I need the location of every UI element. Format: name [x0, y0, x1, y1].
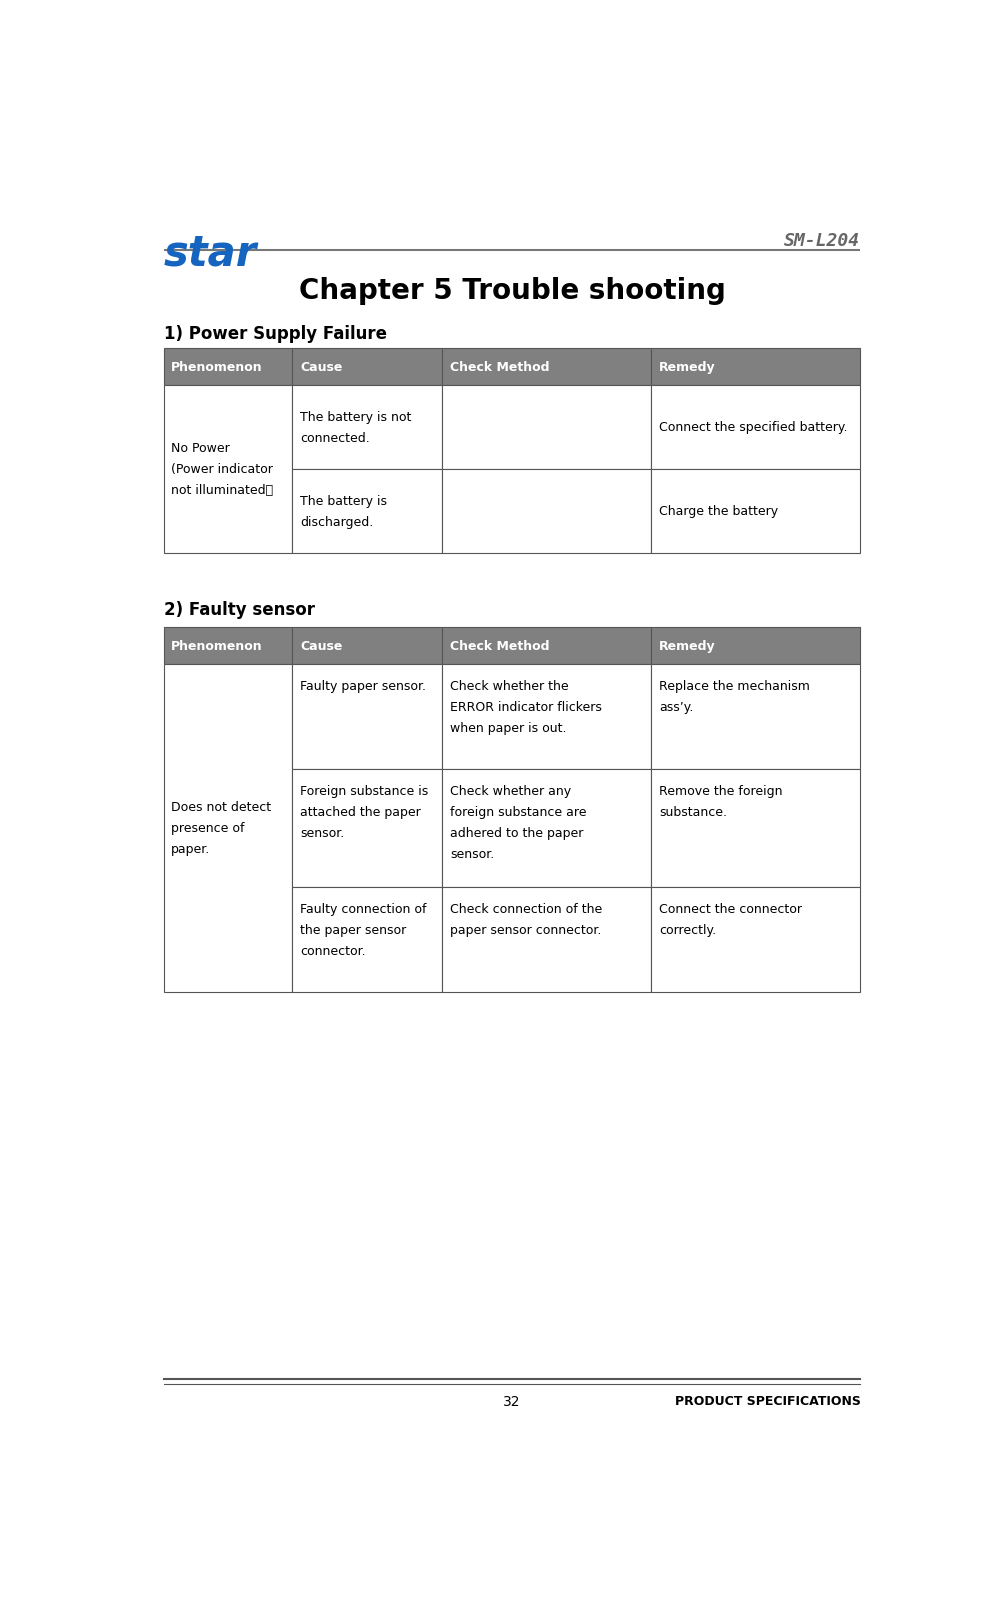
Bar [651, 469, 860, 554]
Bar [293, 888, 443, 992]
Text: Cause: Cause [301, 640, 343, 653]
Text: Check Method: Check Method [450, 361, 549, 374]
Text: Charge the battery: Charge the battery [659, 506, 778, 518]
Text: Does not detect
presence of
paper.: Does not detect presence of paper. [172, 801, 272, 855]
Text: The battery is
discharged.: The battery is discharged. [301, 494, 388, 528]
Text: star: star [164, 233, 257, 274]
Text: Remedy: Remedy [659, 640, 715, 653]
Text: Check whether any
foreign substance are
adhered to the paper
sensor.: Check whether any foreign substance are … [450, 785, 586, 860]
Bar [651, 770, 860, 888]
Text: SM-L204: SM-L204 [784, 233, 860, 250]
Bar [651, 385, 860, 469]
Text: 32: 32 [503, 1393, 520, 1408]
Bar [443, 664, 651, 770]
Bar [293, 385, 443, 469]
Bar [164, 385, 293, 554]
Text: The battery is not
connected.: The battery is not connected. [301, 411, 412, 445]
Bar [293, 664, 443, 770]
Text: Check Method: Check Method [450, 640, 549, 653]
Text: Replace the mechanism
ass’y.: Replace the mechanism ass’y. [659, 679, 810, 714]
Bar [443, 385, 651, 469]
Bar [443, 888, 651, 992]
Text: Connect the connector
correctly.: Connect the connector correctly. [659, 902, 802, 936]
Text: No Power
(Power indicator
not illuminated）: No Power (Power indicator not illuminate… [172, 441, 274, 498]
Bar [443, 348, 651, 385]
Text: PRODUCT SPECIFICATIONS: PRODUCT SPECIFICATIONS [674, 1393, 860, 1408]
Bar [651, 628, 860, 664]
Text: Phenomenon: Phenomenon [172, 640, 263, 653]
Bar [651, 348, 860, 385]
Text: Foreign substance is
attached the paper
sensor.: Foreign substance is attached the paper … [301, 785, 429, 839]
Bar [164, 348, 293, 385]
Text: 2) Faulty sensor: 2) Faulty sensor [164, 600, 315, 618]
Bar [293, 770, 443, 888]
Text: Phenomenon: Phenomenon [172, 361, 263, 374]
Bar [443, 469, 651, 554]
Text: Check whether the
ERROR indicator flickers
when paper is out.: Check whether the ERROR indicator flicke… [450, 679, 602, 735]
Text: Cause: Cause [301, 361, 343, 374]
Bar [293, 348, 443, 385]
Bar [293, 628, 443, 664]
Text: Faulty connection of
the paper sensor
connector.: Faulty connection of the paper sensor co… [301, 902, 427, 957]
Bar [443, 770, 651, 888]
Text: Connect the specified battery.: Connect the specified battery. [659, 421, 847, 433]
Bar [443, 628, 651, 664]
Text: Faulty paper sensor.: Faulty paper sensor. [301, 679, 427, 692]
Bar [164, 628, 293, 664]
Text: 1) Power Supply Failure: 1) Power Supply Failure [164, 324, 387, 343]
Text: Remedy: Remedy [659, 361, 715, 374]
Text: Remove the foreign
substance.: Remove the foreign substance. [659, 785, 782, 819]
Bar [293, 469, 443, 554]
Text: Chapter 5 Trouble shooting: Chapter 5 Trouble shooting [299, 276, 725, 305]
Bar [651, 888, 860, 992]
Bar [164, 664, 293, 992]
Text: Check connection of the
paper sensor connector.: Check connection of the paper sensor con… [450, 902, 602, 936]
Bar [651, 664, 860, 770]
